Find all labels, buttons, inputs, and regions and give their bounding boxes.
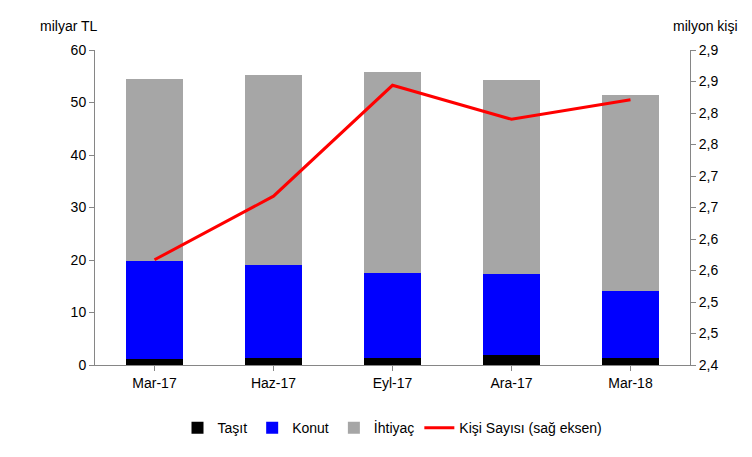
svg-text:milyar TL: milyar TL xyxy=(40,18,98,34)
svg-text:50: 50 xyxy=(71,94,87,110)
svg-text:Mar-18: Mar-18 xyxy=(608,375,653,391)
svg-text:2,8: 2,8 xyxy=(699,136,719,152)
svg-text:Eyl-17: Eyl-17 xyxy=(373,375,413,391)
svg-text:Ara-17: Ara-17 xyxy=(490,375,532,391)
svg-text:0: 0 xyxy=(78,357,86,373)
svg-text:30: 30 xyxy=(71,199,87,215)
svg-text:Kişi Sayısı (sağ eksen): Kişi Sayısı (sağ eksen) xyxy=(459,420,601,436)
svg-text:2,5: 2,5 xyxy=(699,294,719,310)
svg-text:60: 60 xyxy=(71,42,87,58)
svg-text:2,7: 2,7 xyxy=(699,199,719,215)
svg-text:Mar-17: Mar-17 xyxy=(132,375,177,391)
svg-text:Konut: Konut xyxy=(292,420,329,436)
svg-text:İhtiyaç: İhtiyaç xyxy=(374,419,414,436)
svg-text:Haz-17: Haz-17 xyxy=(251,375,296,391)
svg-text:20: 20 xyxy=(71,252,87,268)
svg-text:2,6: 2,6 xyxy=(699,262,719,278)
svg-text:Taşıt: Taşıt xyxy=(218,420,248,436)
svg-text:milyon kişi: milyon kişi xyxy=(673,18,738,34)
svg-text:2,9: 2,9 xyxy=(699,73,719,89)
svg-text:2,6: 2,6 xyxy=(699,231,719,247)
svg-text:40: 40 xyxy=(71,147,87,163)
svg-text:2,8: 2,8 xyxy=(699,105,719,121)
svg-text:2,9: 2,9 xyxy=(699,42,719,58)
svg-text:2,7: 2,7 xyxy=(699,168,719,184)
svg-text:2,5: 2,5 xyxy=(699,325,719,341)
svg-text:10: 10 xyxy=(71,304,87,320)
svg-text:2,4: 2,4 xyxy=(699,357,719,373)
